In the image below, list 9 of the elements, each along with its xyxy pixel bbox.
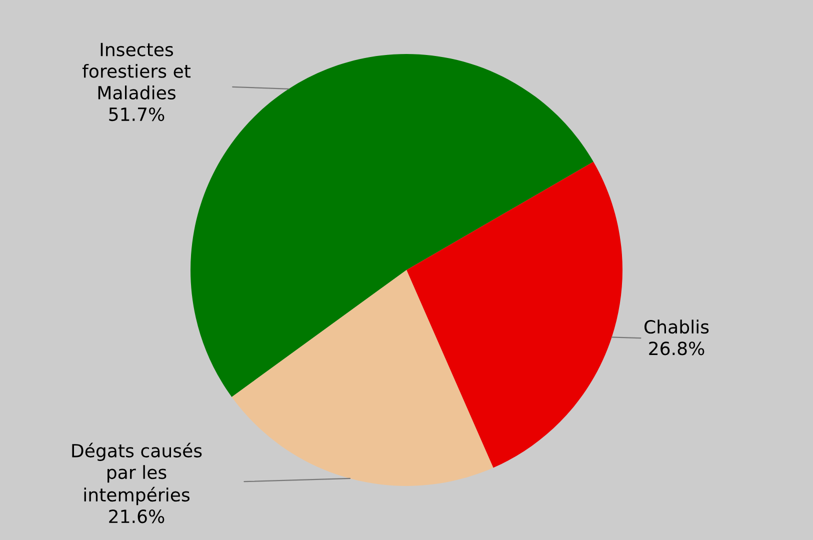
slice-label: Insectes forestiers et Maladies: [82, 42, 191, 100]
slice-label: Chablis: [644, 320, 709, 334]
pie-slice: [406, 162, 622, 468]
slice-label: Dégats causés par les intempéries: [72, 442, 202, 506]
data-label: 26.8%: [649, 342, 704, 356]
pie-slice: [232, 270, 494, 486]
data-label: 21.6%: [109, 510, 164, 524]
data-label: 51.7%: [109, 107, 164, 122]
pie-slice: [190, 54, 594, 397]
